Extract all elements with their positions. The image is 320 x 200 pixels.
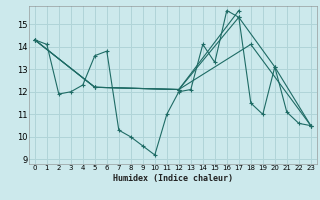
X-axis label: Humidex (Indice chaleur): Humidex (Indice chaleur) [113, 174, 233, 183]
